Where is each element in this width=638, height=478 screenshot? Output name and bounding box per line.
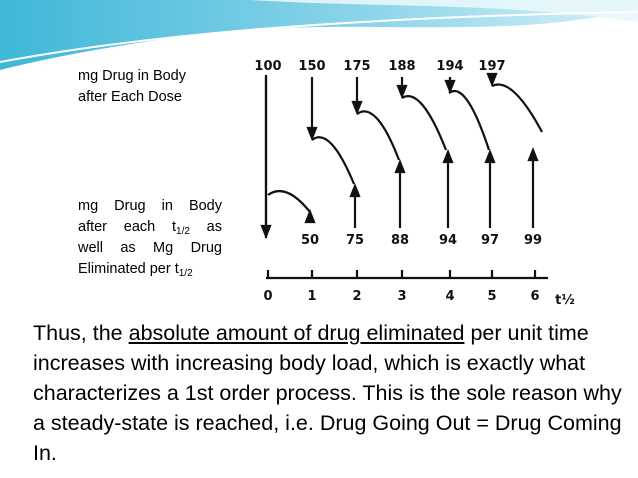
arrow-head	[396, 84, 408, 99]
bottom-label: 97	[481, 233, 499, 248]
label-line: mg Drug in Body	[78, 68, 186, 84]
arrow-head	[484, 149, 496, 164]
top-swoosh	[0, 0, 638, 70]
arrow-head	[442, 149, 454, 164]
bottom-label: 88	[391, 233, 409, 248]
arrow-head	[394, 159, 406, 174]
x-tick-label: 1	[307, 289, 316, 304]
arrow-head	[260, 224, 272, 239]
underlined-text: absolute amount of drug eliminated	[128, 321, 465, 345]
x-tick-label: 4	[445, 289, 454, 304]
top-label: 197	[478, 59, 505, 74]
arrow-head	[486, 72, 498, 87]
bottom-label: 99	[524, 233, 542, 248]
arrow-head	[306, 126, 318, 141]
curve	[264, 75, 543, 238]
bottom-label: 94	[439, 233, 457, 248]
text: as	[189, 219, 222, 235]
x-tick-label: 2	[352, 289, 361, 304]
elim-label: mg Drug in Body after each t1/2 as well …	[78, 196, 222, 280]
x-tick-label: 5	[487, 289, 496, 304]
x-axis-label: t½	[555, 293, 575, 308]
swoosh-line	[0, 11, 638, 63]
top-label: 100	[254, 59, 281, 74]
text: per unit time increases with increasing …	[33, 321, 622, 465]
top-label: 175	[343, 59, 370, 74]
x-tick-label: 3	[397, 289, 406, 304]
label-line: Eliminated per t1/2	[78, 259, 222, 280]
bottom-label: 50	[301, 233, 319, 248]
top-swoosh-light	[250, 0, 638, 22]
subscript: 1/2	[178, 268, 193, 279]
arrow-head	[527, 147, 539, 162]
dose-label: mg Drug in Body after Each Dose	[78, 66, 186, 108]
text: after each t	[78, 219, 177, 235]
text: Thus, the	[33, 321, 129, 345]
label-line: well as Mg Drug	[78, 240, 222, 256]
label-line: after Each Dose	[78, 89, 182, 105]
label-line: after each t1/2 as	[78, 217, 222, 238]
arrow-head	[304, 209, 316, 224]
text: Eliminated per t	[78, 261, 179, 277]
x-tick-label: 0	[263, 289, 272, 304]
top-label: 150	[298, 59, 325, 74]
subscript: 1/2	[176, 226, 190, 237]
top-label: 194	[436, 59, 463, 74]
x-tick-label: 6	[530, 289, 539, 304]
top-label: 188	[388, 59, 415, 74]
label-line: mg Drug in Body	[78, 198, 222, 214]
arrow-head	[349, 183, 361, 198]
arrow-head	[444, 79, 456, 94]
bottom-label: 75	[346, 233, 364, 248]
paragraph: Thus, the absolute amount of drug elimin…	[33, 318, 623, 468]
arrow-head	[351, 100, 363, 115]
figure	[260, 72, 548, 280]
